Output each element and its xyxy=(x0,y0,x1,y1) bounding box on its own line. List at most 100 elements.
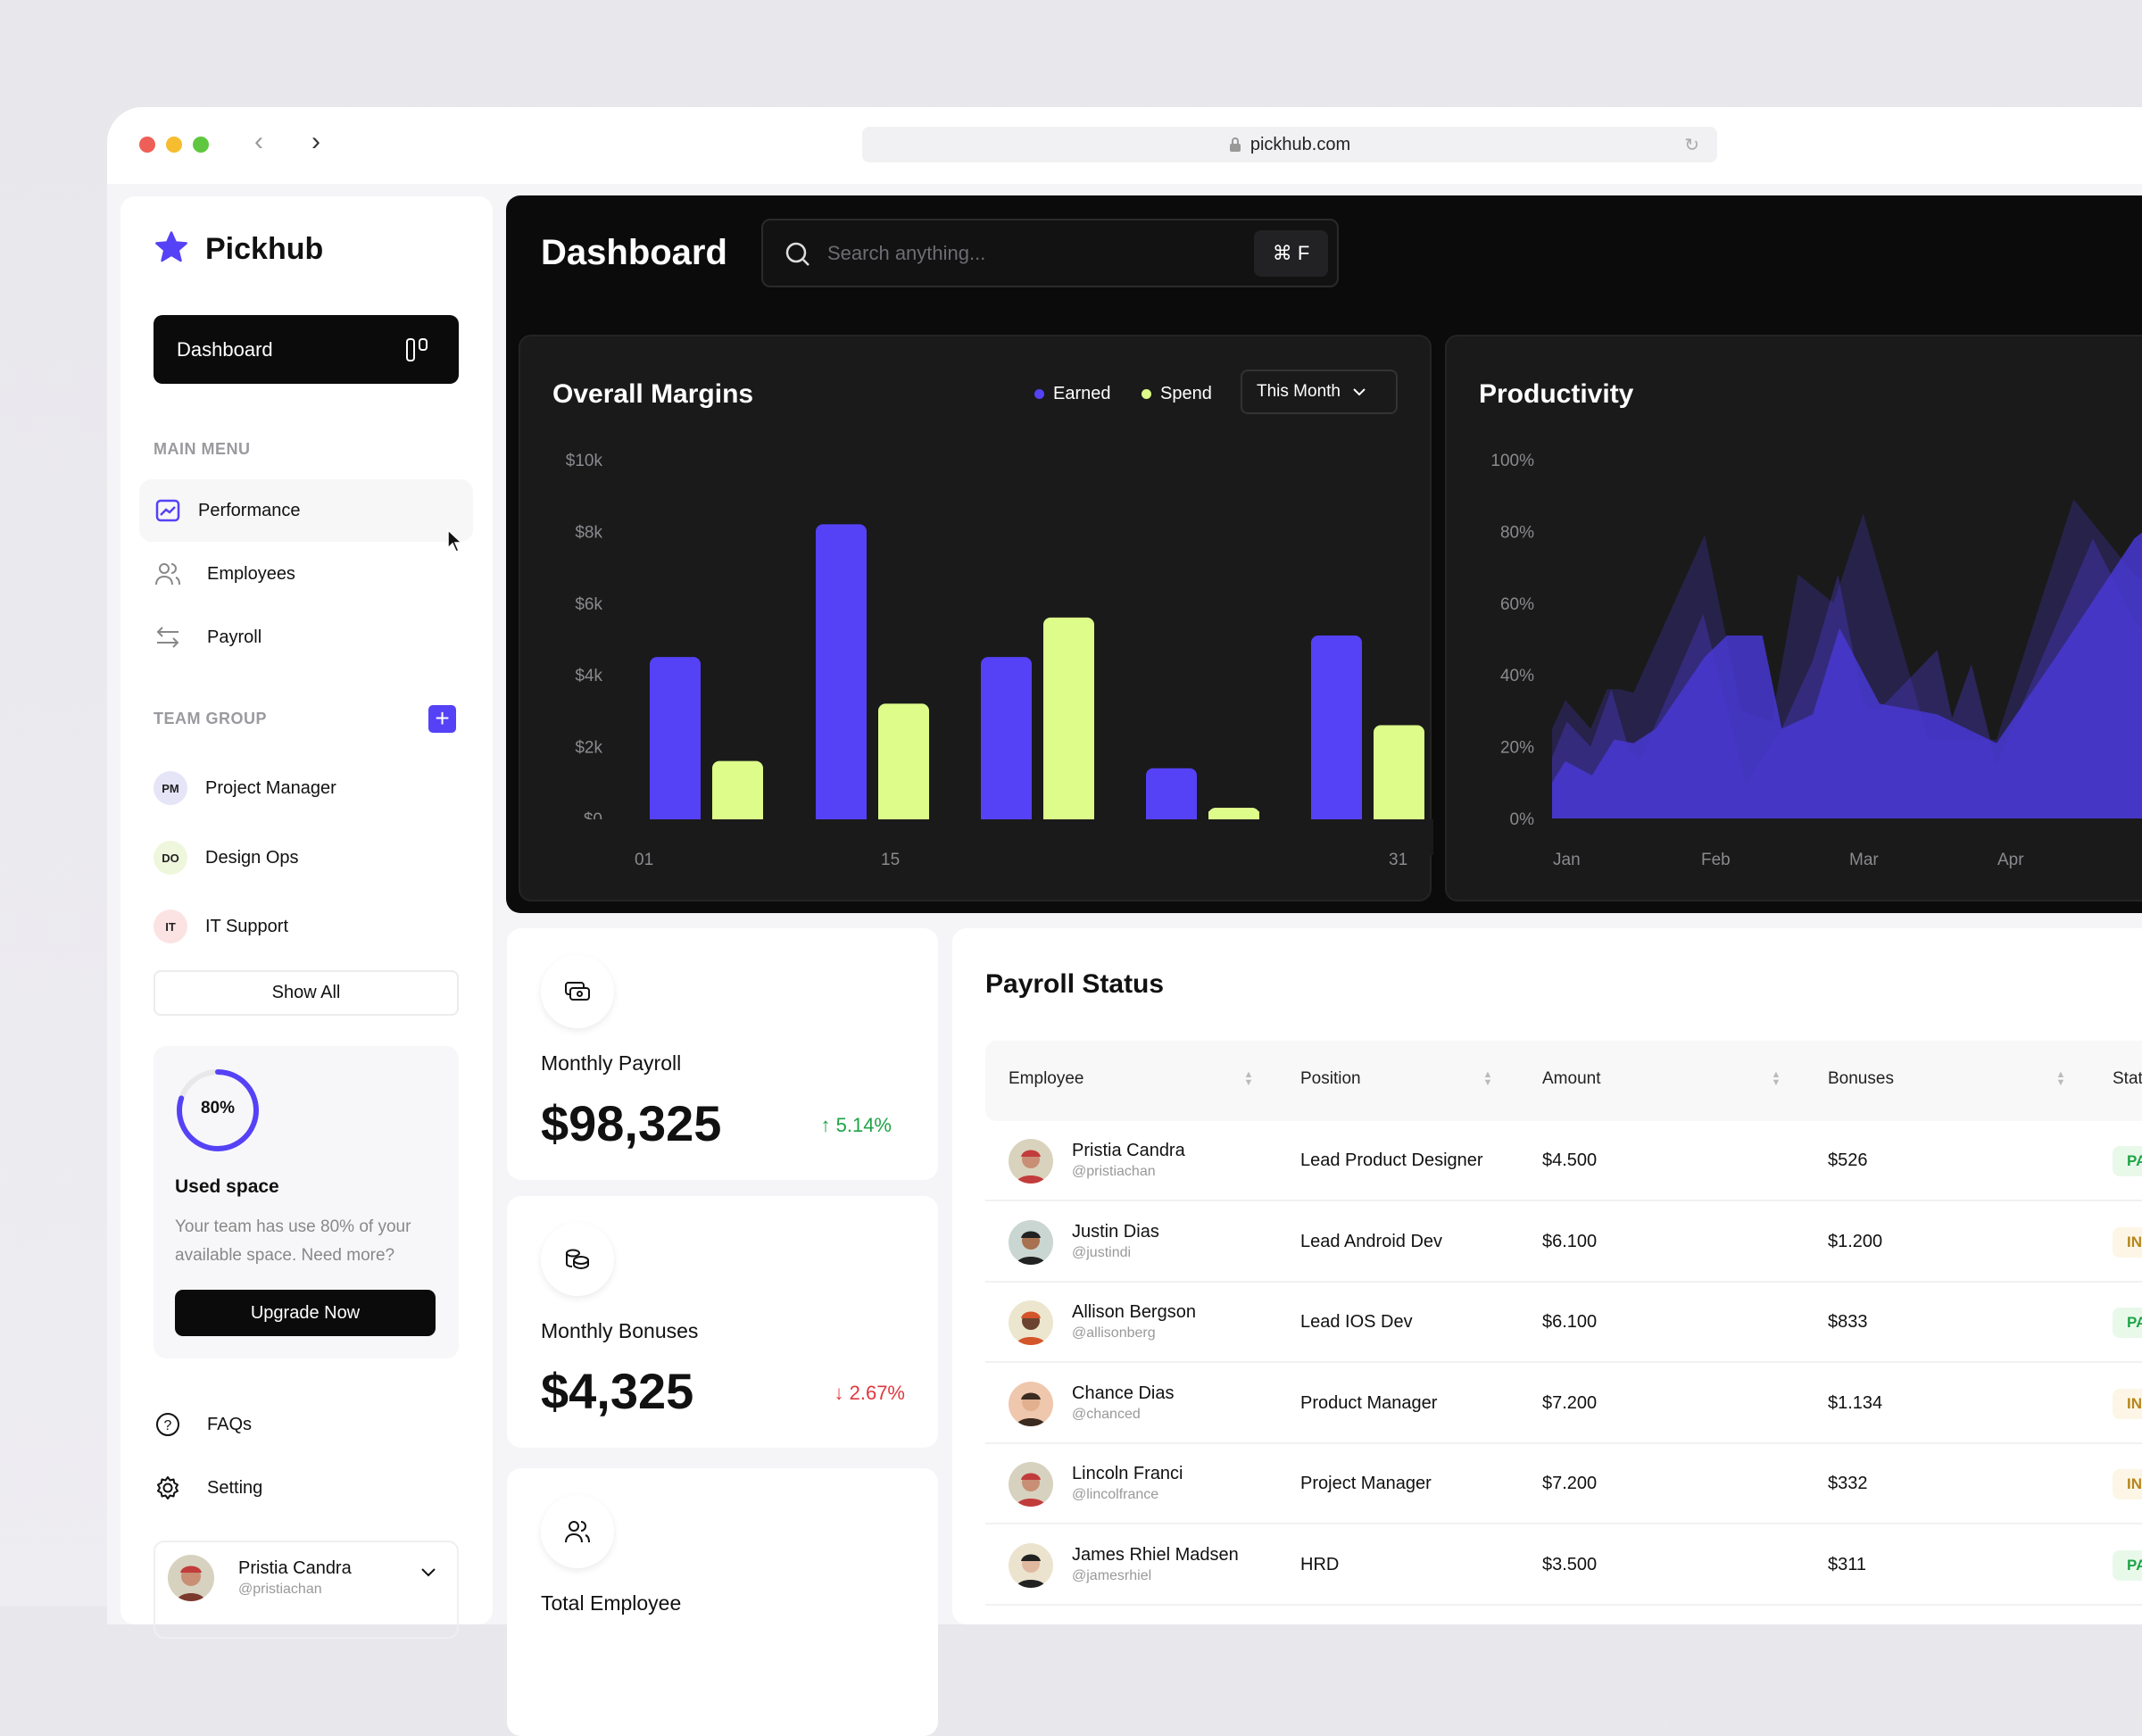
y-tick-label: 40% xyxy=(1500,667,1534,685)
table-row[interactable]: Justin Dias @justindi Lead Android Dev $6.1… xyxy=(985,1202,2142,1283)
sort-icon[interactable]: ▲ ▼ xyxy=(1771,1069,1781,1088)
minimize-window-button[interactable] xyxy=(166,137,182,153)
search-input[interactable]: Search anything... ⌘ F xyxy=(761,219,1339,287)
employee-name: Chance Dias xyxy=(1072,1383,1175,1403)
team-group-heading: TEAM GROUP xyxy=(154,710,268,727)
bar-spend[interactable] xyxy=(712,760,763,827)
table-header-position[interactable]: Position xyxy=(1300,1069,1361,1088)
table-row[interactable]: Chance Dias @chanced Product Manager $7.200… xyxy=(985,1364,2142,1444)
mouse-cursor-icon xyxy=(446,528,464,558)
bar-spend[interactable] xyxy=(1043,617,1094,827)
bar-earned[interactable] xyxy=(650,657,701,827)
bar-spend[interactable] xyxy=(1374,725,1424,827)
maximize-window-button[interactable] xyxy=(193,137,209,153)
avatar xyxy=(1009,1300,1053,1346)
gear-icon xyxy=(154,1475,182,1500)
table-header xyxy=(985,1041,2142,1121)
status-badge: IN xyxy=(2113,1469,2142,1500)
bar-base xyxy=(816,811,867,818)
team-item-project-manager[interactable]: PM Project Manager xyxy=(154,770,336,806)
stat-change-value: 5.14% xyxy=(835,1114,892,1136)
sidebar: Pickhub Dashboard MAIN MENU Performance … xyxy=(120,196,493,1639)
stat-value: $98,325 xyxy=(541,1095,722,1151)
sort-icon[interactable]: ▲ ▼ xyxy=(1482,1069,1493,1088)
y-tick-label: $2k xyxy=(575,739,602,758)
bar-spend[interactable] xyxy=(878,703,929,827)
legend-spend: Spend xyxy=(1142,384,1212,404)
layout-icon xyxy=(406,338,428,361)
bar-earned[interactable] xyxy=(981,657,1032,827)
table-header-amount[interactable]: Amount xyxy=(1542,1069,1601,1088)
stat-card: Monthly Payroll $98,325 ↑ 5.14% xyxy=(507,928,938,1180)
sidebar-item-setting[interactable]: Setting xyxy=(139,1457,473,1519)
arrows-swap-icon xyxy=(154,626,182,649)
table-header-employee[interactable]: Employee xyxy=(1009,1069,1084,1088)
sidebar-item-payroll[interactable]: Payroll xyxy=(139,606,473,669)
bar-base xyxy=(1208,811,1259,818)
table-row[interactable]: Lincoln Franci @lincolfrance Project Manag… xyxy=(985,1444,2142,1525)
y-tick-label: 0% xyxy=(1510,810,1535,829)
period-value: This Month xyxy=(1257,382,1341,401)
bar-base xyxy=(1043,811,1094,818)
position: HRD xyxy=(1300,1555,1340,1574)
users-icon xyxy=(154,562,182,586)
table-row[interactable]: James Rhiel Madsen @jamesrhiel HRD $3.500 $3… xyxy=(985,1525,2142,1606)
card-title: Productivity xyxy=(1479,379,1634,409)
table-row[interactable]: Allison Bergson @allisonberg Lead IOS Dev $… xyxy=(985,1283,2142,1364)
stat-change: ↑ 5.14% xyxy=(820,1114,892,1137)
plus-icon: + xyxy=(435,704,450,732)
user-handle: @pristiachan xyxy=(238,1582,322,1597)
sidebar-item-label: Performance xyxy=(198,500,301,520)
bar-earned[interactable] xyxy=(1311,635,1362,827)
storage-percent: 80% xyxy=(200,1099,236,1117)
bar-earned[interactable] xyxy=(1146,768,1197,827)
bar-earned[interactable] xyxy=(816,524,867,827)
back-icon[interactable]: ‹ xyxy=(254,127,263,156)
amount: $3.500 xyxy=(1542,1555,1598,1574)
team-badge: IT xyxy=(154,910,187,943)
legend-earned: Earned xyxy=(1034,384,1111,404)
avatar xyxy=(1009,1219,1053,1265)
close-window-button[interactable] xyxy=(139,137,155,153)
forward-icon[interactable]: › xyxy=(311,127,320,156)
search-shortcut-key: ⌘ F xyxy=(1254,230,1328,277)
team-item-it-support[interactable]: IT IT Support xyxy=(154,909,288,944)
x-tick-label: 31 xyxy=(1389,851,1407,869)
bonus: $526 xyxy=(1828,1150,1868,1170)
address-bar[interactable]: pickhub.com ↻ xyxy=(862,127,1717,162)
table-header-bonuses[interactable]: Bonuses xyxy=(1828,1069,1894,1088)
upgrade-now-button[interactable]: Upgrade Now xyxy=(175,1290,436,1336)
team-item-design-ops[interactable]: DO Design Ops xyxy=(154,840,299,876)
stat-value: $4,325 xyxy=(541,1363,694,1419)
period-dropdown[interactable]: This Month xyxy=(1241,370,1398,414)
sidebar-item-faqs[interactable]: ? FAQs xyxy=(139,1393,473,1456)
sidebar-item-performance[interactable]: Performance xyxy=(139,479,473,542)
employee-name: Pristia Candra xyxy=(1072,1141,1185,1160)
reload-icon[interactable]: ↻ xyxy=(1684,135,1699,155)
y-tick-label: 60% xyxy=(1500,595,1534,614)
amount: $6.100 xyxy=(1542,1312,1598,1333)
main-menu-heading: MAIN MENU xyxy=(154,440,251,458)
table-row[interactable]: Pristia Candra @pristiachan Lead Product D… xyxy=(985,1121,2142,1201)
sidebar-item-label: Setting xyxy=(207,1477,263,1498)
dashboard-button-label: Dashboard xyxy=(177,337,273,361)
storage-progress-ring xyxy=(177,1069,259,1151)
avatar xyxy=(168,1555,214,1601)
position: Lead Android Dev xyxy=(1300,1231,1443,1251)
add-team-button[interactable]: + xyxy=(428,705,456,733)
amount: $4.500 xyxy=(1542,1150,1598,1170)
search-icon xyxy=(785,242,809,266)
dashboard-button[interactable]: Dashboard xyxy=(154,315,459,384)
sort-icon[interactable]: ▲ ▼ xyxy=(1243,1069,1254,1088)
browser-toolbar: ‹ › pickhub.com ↻ xyxy=(107,107,2142,184)
user-profile-menu[interactable]: Pristia Candra @pristiachan xyxy=(154,1541,459,1639)
status-badge: PA xyxy=(2113,1550,2142,1581)
stat-change-value: 2.67% xyxy=(849,1382,905,1404)
avatar xyxy=(1009,1381,1053,1426)
sidebar-item-employees[interactable]: Employees xyxy=(139,543,473,605)
employee-handle: @lincolfrance xyxy=(1072,1487,1159,1503)
bonus: $1.134 xyxy=(1828,1392,1883,1413)
table-header-status[interactable]: Status xyxy=(2113,1069,2142,1088)
show-all-button[interactable]: Show All xyxy=(154,970,459,1016)
sort-icon[interactable]: ▲ ▼ xyxy=(2055,1069,2066,1088)
